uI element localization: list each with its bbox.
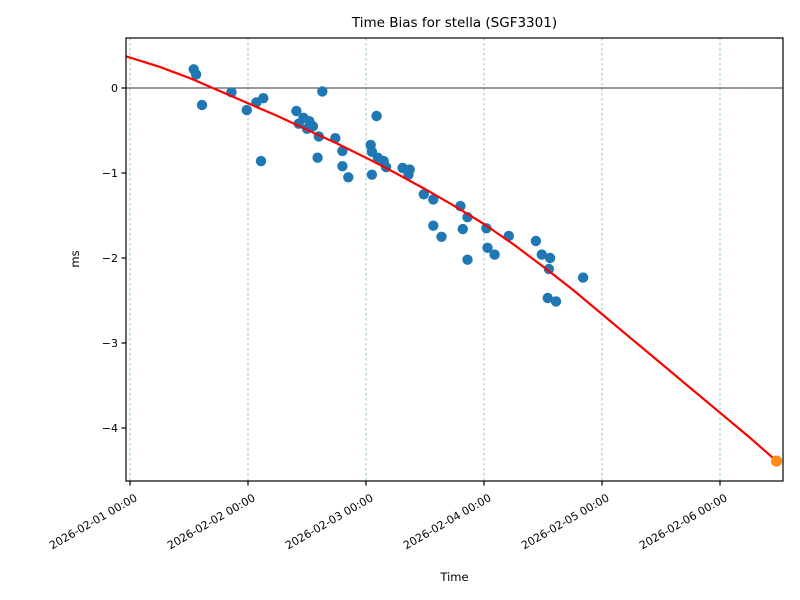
y-axis-tick-label: −2	[102, 252, 118, 265]
data-point	[530, 235, 542, 247]
data-point	[307, 121, 319, 132]
data-point	[404, 164, 415, 175]
plot-marks	[125, 55, 783, 467]
data-point	[489, 249, 500, 260]
x-axis-tick-label: 2026-02-02 00:00	[165, 491, 257, 552]
data-point	[428, 220, 439, 231]
data-point	[337, 161, 348, 172]
data-point	[291, 105, 302, 117]
chart-title: Time Bias for stella (SGF3301)	[351, 15, 557, 31]
x-axis-tick-label: 2026-02-06 00:00	[637, 491, 729, 552]
y-axis-tick-label: 0	[111, 82, 118, 95]
x-axis-tick-label: 2026-02-04 00:00	[401, 491, 493, 552]
data-point	[462, 254, 473, 265]
data-point	[418, 189, 429, 200]
data-point	[457, 223, 468, 235]
data-point	[536, 249, 547, 260]
data-point	[312, 152, 323, 163]
data-point	[543, 263, 555, 275]
x-axis-label: Time	[439, 570, 468, 584]
data-point	[436, 231, 447, 242]
data-point	[255, 155, 267, 167]
data-point	[428, 194, 439, 205]
data-point	[343, 172, 354, 183]
x-axis-tick-label: 2026-02-05 00:00	[519, 491, 611, 552]
data-point	[196, 99, 208, 111]
prediction-point	[771, 455, 783, 467]
data-point	[577, 272, 589, 283]
data-point	[544, 252, 556, 264]
data-point	[542, 292, 553, 304]
x-axis-tick-label: 2026-02-01 00:00	[47, 491, 139, 552]
x-gridlines	[129, 38, 721, 481]
fit-curve-line	[125, 55, 778, 463]
data-point	[317, 86, 328, 97]
data-point	[241, 104, 252, 116]
y-axis-tick-label: −4	[102, 422, 118, 435]
data-point	[258, 93, 269, 104]
plot-border	[125, 37, 784, 482]
y-axis-tick-label: −3	[102, 337, 118, 350]
data-point	[482, 242, 493, 253]
data-point	[190, 69, 202, 80]
plot-area	[126, 38, 783, 481]
y-axis-tick-label: −1	[102, 167, 118, 180]
y-axis-label: ms	[68, 250, 82, 267]
x-axis-tick-label: 2026-02-03 00:00	[283, 491, 375, 552]
data-point	[550, 296, 562, 307]
data-point	[481, 223, 492, 234]
data-point	[366, 169, 378, 180]
data-point	[371, 110, 382, 122]
